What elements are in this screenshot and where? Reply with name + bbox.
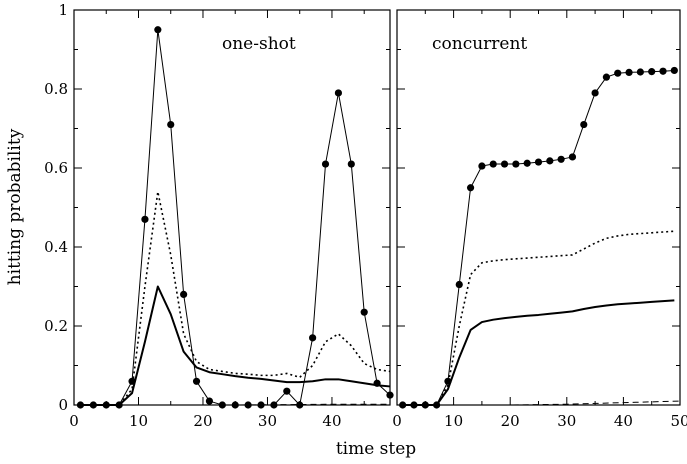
series-line — [402, 299, 675, 406]
y-axis-label: hitting probability — [5, 128, 25, 285]
data-point — [466, 184, 475, 192]
data-point — [309, 334, 317, 342]
series-line — [80, 285, 391, 406]
data-point — [614, 69, 622, 77]
y-tick-label: 0.8 — [44, 80, 68, 98]
chart-panel-one-shot: 0 10 20 30 40 0 0.2 0.4 0.6 0.8 1 one-shot — [44, 1, 394, 430]
data-point — [591, 89, 599, 97]
data-point — [347, 160, 355, 168]
series-line — [402, 69, 675, 406]
data-point — [478, 162, 486, 170]
x-tick-label: 10 — [444, 412, 463, 430]
data-point — [244, 401, 252, 409]
data-point — [192, 377, 201, 385]
y-tick-label: 0.4 — [44, 238, 68, 256]
data-point — [334, 89, 343, 97]
x-tick-label: 50 — [670, 412, 687, 430]
data-point — [141, 215, 149, 223]
data-point — [670, 66, 678, 75]
data-point — [489, 160, 497, 168]
data-point — [167, 120, 175, 129]
data-point — [523, 159, 531, 167]
x-tick-label: 0 — [392, 412, 402, 430]
data-point — [534, 158, 543, 166]
y-tick-label: 0.6 — [44, 159, 68, 177]
x-tick-label: 40 — [322, 412, 341, 430]
data-point — [648, 68, 656, 76]
data-point — [296, 401, 304, 409]
plot-frame — [73, 9, 391, 406]
data-point — [580, 120, 588, 129]
data-point — [205, 397, 214, 405]
data-point — [360, 308, 368, 316]
x-tick-label: 20 — [501, 412, 520, 430]
plot-frame — [396, 9, 681, 406]
data-point — [500, 160, 509, 168]
panel-title-one-shot: one-shot — [222, 34, 296, 54]
x-tick-label: 10 — [129, 412, 148, 430]
x-tick-label: 30 — [258, 412, 277, 430]
data-point — [76, 401, 85, 409]
y-tick-label: 0.2 — [44, 317, 68, 335]
panel-title-concurrent: concurrent — [432, 34, 527, 54]
data-point — [602, 73, 611, 81]
data-point — [557, 155, 565, 163]
x-tick-label: 40 — [614, 412, 633, 430]
data-point — [180, 290, 188, 298]
series-marks — [399, 66, 681, 409]
series-line — [80, 190, 391, 406]
axis-ticks: 0 10 20 30 40 50 — [392, 9, 687, 430]
data-point — [283, 387, 291, 395]
series-line — [402, 400, 681, 406]
data-point — [546, 157, 554, 165]
y-tick-label: 0 — [58, 396, 68, 414]
chart-panel-concurrent: 0 10 20 30 40 50 concurrent — [392, 9, 687, 430]
data-point — [568, 153, 577, 161]
series-marks — [76, 26, 394, 409]
x-tick-label: 30 — [557, 412, 576, 430]
series-line — [402, 230, 675, 406]
data-point — [386, 391, 394, 399]
series-line — [80, 403, 390, 406]
data-point — [512, 160, 520, 168]
x-axis-label: time step — [336, 439, 416, 459]
y-tick-label: 1 — [58, 1, 68, 19]
data-point — [321, 160, 330, 168]
data-point — [659, 67, 667, 75]
data-point — [455, 280, 463, 289]
series-line — [80, 29, 391, 406]
data-point — [636, 68, 644, 76]
data-point — [625, 68, 633, 77]
x-tick-label: 0 — [69, 412, 79, 430]
axis-ticks: 0 10 20 30 40 0 0.2 0.4 0.6 0.8 1 — [44, 1, 390, 430]
x-tick-label: 20 — [193, 412, 212, 430]
data-point — [154, 26, 162, 34]
